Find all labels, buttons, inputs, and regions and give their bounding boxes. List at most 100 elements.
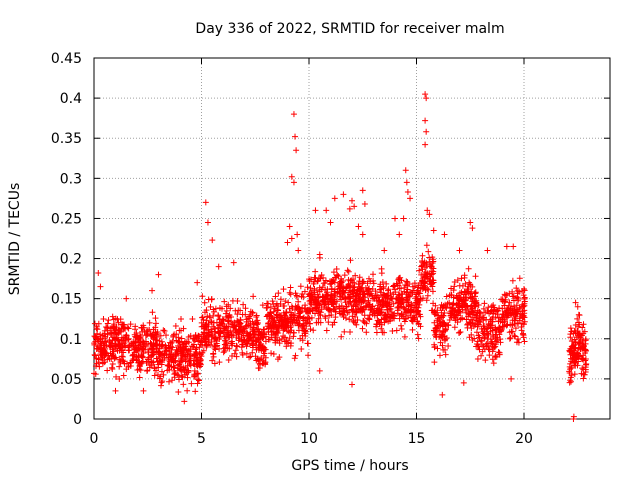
- data-point: [519, 301, 526, 308]
- data-point: [250, 293, 257, 300]
- data-point: [273, 326, 280, 333]
- data-point: [431, 343, 438, 350]
- data-point: [170, 364, 177, 371]
- data-point: [359, 278, 366, 285]
- data-point: [308, 314, 315, 321]
- data-point: [515, 296, 522, 303]
- data-point: [439, 329, 446, 336]
- data-point: [153, 355, 160, 362]
- data-point: [489, 318, 496, 325]
- data-point: [97, 283, 104, 290]
- data-point: [180, 366, 187, 373]
- data-point: [197, 351, 204, 358]
- data-point: [125, 364, 132, 371]
- data-point: [577, 335, 584, 342]
- data-point: [115, 319, 122, 326]
- data-point: [305, 306, 312, 313]
- data-point: [513, 285, 520, 292]
- data-point: [122, 343, 129, 350]
- data-point: [569, 338, 576, 345]
- data-point: [190, 341, 197, 348]
- data-point: [482, 357, 489, 364]
- data-point: [312, 310, 319, 317]
- data-point: [138, 352, 145, 359]
- data-point: [249, 337, 256, 344]
- data-point: [154, 371, 161, 378]
- data-point: [246, 354, 253, 361]
- data-point: [515, 335, 522, 342]
- data-point: [160, 352, 167, 359]
- data-point: [187, 350, 194, 357]
- data-point: [511, 303, 518, 310]
- data-point: [485, 321, 492, 328]
- data-point: [176, 376, 183, 383]
- data-point: [580, 352, 587, 359]
- data-point: [466, 334, 473, 341]
- data-point: [501, 318, 508, 325]
- data-point: [403, 278, 410, 285]
- data-point: [348, 302, 355, 309]
- data-point: [192, 353, 199, 360]
- data-point: [376, 297, 383, 304]
- data-point: [470, 316, 477, 323]
- data-point: [91, 351, 98, 358]
- data-point: [310, 327, 317, 334]
- data-point: [201, 299, 208, 306]
- data-point: [295, 298, 302, 305]
- data-point: [295, 247, 302, 254]
- data-point: [312, 268, 319, 275]
- data-point: [148, 333, 155, 340]
- data-point: [390, 300, 397, 307]
- data-point: [346, 205, 353, 212]
- data-point: [180, 325, 187, 332]
- data-point: [469, 283, 476, 290]
- data-point: [211, 325, 218, 332]
- data-point: [227, 305, 234, 312]
- data-point: [286, 305, 293, 312]
- data-point: [146, 319, 153, 326]
- data-point: [220, 349, 227, 356]
- data-point: [121, 360, 128, 367]
- data-point: [567, 374, 574, 381]
- data-point: [193, 356, 200, 363]
- data-point: [413, 299, 420, 306]
- data-point: [198, 323, 205, 330]
- data-point: [110, 323, 117, 330]
- data-point: [277, 296, 284, 303]
- data-point: [209, 237, 216, 244]
- data-point: [103, 323, 110, 330]
- data-point: [305, 340, 312, 347]
- data-point: [490, 302, 497, 309]
- data-point: [443, 293, 450, 300]
- data-point: [370, 277, 377, 284]
- x-axis-label: GPS time / hours: [291, 458, 408, 474]
- data-point: [384, 287, 391, 294]
- data-point: [333, 265, 340, 272]
- data-point: [516, 304, 523, 311]
- data-point: [520, 312, 527, 319]
- data-point: [287, 324, 294, 331]
- data-point: [155, 348, 162, 355]
- data-point: [476, 316, 483, 323]
- data-point: [323, 207, 330, 214]
- data-point: [574, 303, 581, 310]
- data-point: [579, 339, 586, 346]
- data-point: [430, 265, 437, 272]
- data-point: [109, 351, 116, 358]
- data-point: [449, 307, 456, 314]
- data-point: [424, 292, 431, 299]
- data-point: [519, 331, 526, 338]
- y-tick-label: 0.25: [51, 211, 82, 227]
- data-point: [181, 369, 188, 376]
- data-point: [375, 294, 382, 301]
- data-point: [130, 355, 137, 362]
- data-point: [340, 312, 347, 319]
- data-point: [226, 332, 233, 339]
- data-point: [481, 300, 488, 307]
- data-point: [391, 310, 398, 317]
- data-point: [338, 302, 345, 309]
- data-point: [484, 247, 491, 254]
- data-point: [278, 335, 285, 342]
- data-point: [476, 346, 483, 353]
- data-point: [184, 387, 191, 394]
